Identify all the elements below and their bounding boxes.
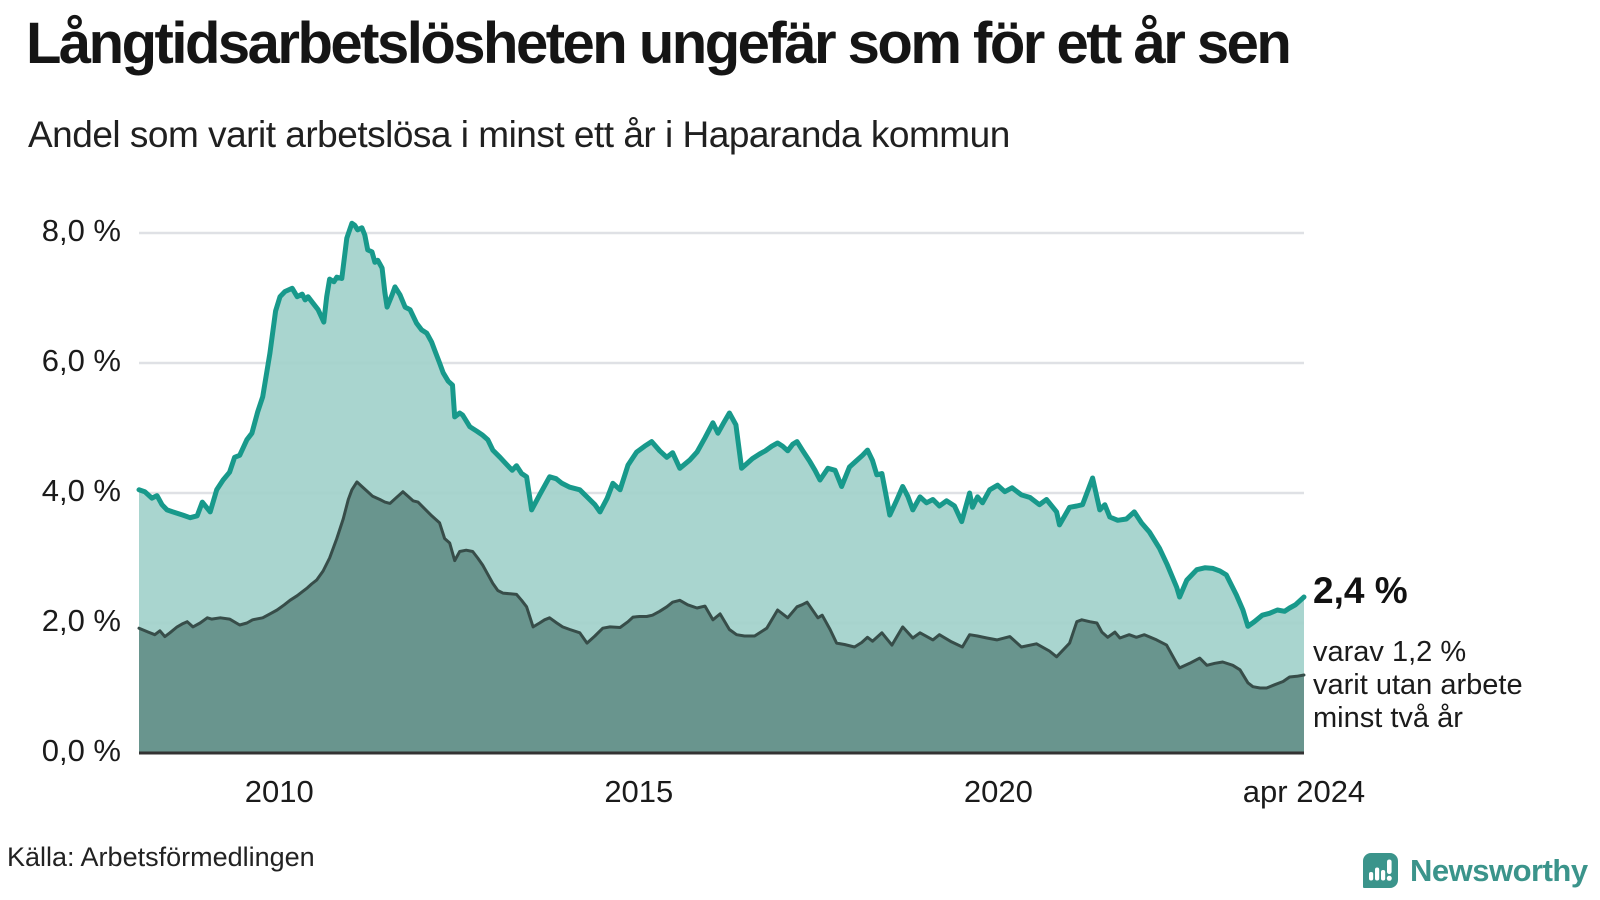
y-axis-tick-label: 2,0 % bbox=[41, 603, 121, 638]
series-lines bbox=[136, 220, 1307, 690]
y-axis-tick-label: 4,0 % bbox=[41, 473, 121, 508]
newsworthy-logo[interactable]: Newsworthy bbox=[1362, 852, 1588, 889]
bar-1 bbox=[1369, 872, 1374, 881]
annotation-line-1: varav 1,2 % bbox=[1313, 636, 1467, 668]
y-axis-tick-label: 0,0 % bbox=[41, 733, 121, 768]
exclamation-stem bbox=[1387, 859, 1392, 874]
end-value-label: 2,4 % bbox=[1313, 570, 1408, 611]
line-minst-ett-ar bbox=[136, 220, 1307, 629]
line-minst-tva-ar bbox=[137, 480, 1306, 690]
x-axis-tick-label: 2010 bbox=[244, 774, 314, 809]
bar-3 bbox=[1381, 870, 1386, 881]
y-axis-tick-label: 8,0 % bbox=[41, 213, 121, 248]
source-credit: Källa: Arbetsförmedlingen bbox=[7, 842, 315, 872]
annotation-line-3: minst två år bbox=[1313, 702, 1463, 734]
annotation-line-2: varit utan arbete bbox=[1313, 669, 1523, 701]
newsworthy-logo-icon bbox=[1362, 852, 1399, 889]
bar-2 bbox=[1375, 867, 1380, 881]
newsworthy-logo-text: Newsworthy bbox=[1410, 852, 1588, 888]
x-axis-tick-label: 2020 bbox=[963, 774, 1033, 809]
y-axis-tick-label: 6,0 % bbox=[41, 343, 121, 378]
x-axis-tick-label: apr 2024 bbox=[1242, 774, 1366, 809]
page-title: Långtidsarbetslösheten ungefär som för e… bbox=[26, 11, 1292, 76]
page-subtitle: Andel som varit arbetslösa i minst ett å… bbox=[28, 114, 1010, 155]
exclamation-dot bbox=[1386, 875, 1392, 881]
x-axis-tick-label: 2015 bbox=[604, 774, 674, 809]
